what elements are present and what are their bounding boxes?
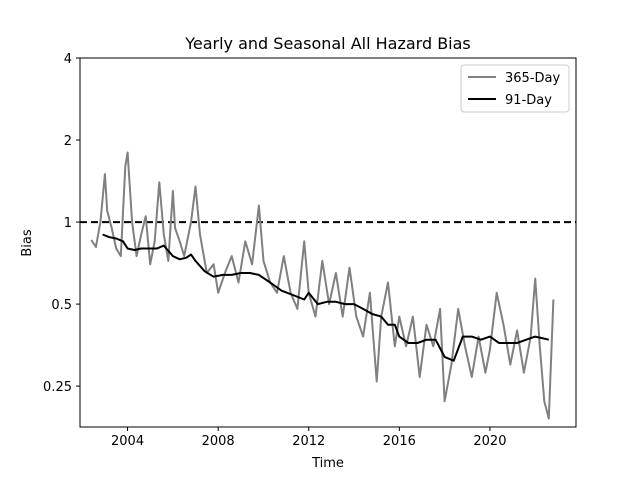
- series-line-91-day: [102, 233, 550, 362]
- y-tick-label: 2: [64, 134, 72, 149]
- y-axis-label: Bias: [20, 229, 35, 256]
- plot-area: [80, 151, 576, 420]
- legend-label: 91-Day: [505, 93, 552, 108]
- x-axis-label: Time: [311, 456, 344, 471]
- x-tick-label: 2016: [383, 434, 416, 449]
- legend-label: 365-Day: [505, 71, 560, 86]
- y-tick-label: 4: [64, 52, 72, 67]
- plot-frame: [79, 57, 577, 428]
- x-tick-label: 2008: [202, 434, 235, 449]
- series-line-365-day: [90, 151, 555, 420]
- x-tick-label: 2004: [111, 434, 144, 449]
- x-tick-label: 2012: [292, 434, 325, 449]
- y-tick-label: 1: [64, 216, 72, 231]
- x-tick-label: 2020: [473, 434, 506, 449]
- y-tick-label: 0.25: [43, 380, 72, 395]
- legend: 365-Day 91-Day: [460, 64, 570, 113]
- y-tick-label: 0.5: [51, 298, 72, 313]
- chart-title: Yearly and Seasonal All Hazard Bias: [184, 34, 471, 53]
